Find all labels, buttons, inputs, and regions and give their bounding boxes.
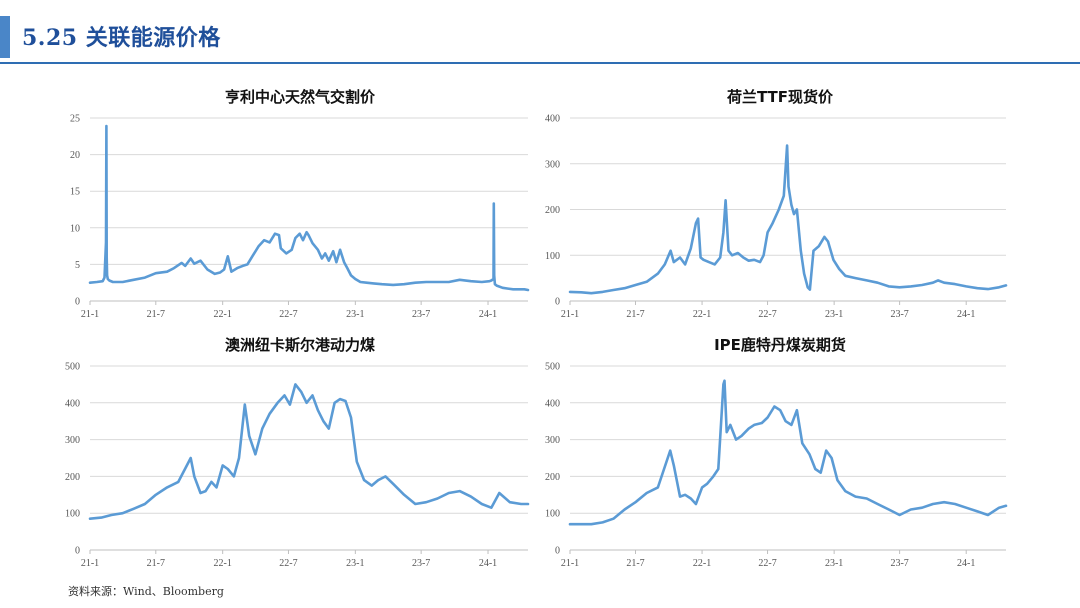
y-tick-label: 0 bbox=[555, 297, 560, 308]
x-tick-label: 23-1 bbox=[346, 558, 364, 569]
series-line bbox=[568, 379, 1008, 526]
chart-title-ipe-rotterdam: IPE鹿特丹煤炭期货 bbox=[714, 336, 846, 354]
y-tick-label: 0 bbox=[75, 546, 80, 557]
x-tick-label: 23-7 bbox=[890, 309, 908, 320]
x-tick-label: 22-7 bbox=[279, 309, 297, 320]
x-tick-label: 23-7 bbox=[890, 558, 908, 569]
y-tick-label: 100 bbox=[545, 251, 560, 262]
y-tick-label: 100 bbox=[545, 509, 560, 520]
y-tick-label: 5 bbox=[75, 260, 80, 271]
x-tick-label: 22-1 bbox=[693, 309, 711, 320]
x-tick-label: 23-1 bbox=[825, 309, 843, 320]
header-divider bbox=[0, 62, 1080, 64]
y-tick-label: 500 bbox=[545, 362, 560, 373]
y-tick-label: 200 bbox=[65, 472, 80, 483]
y-tick-label: 400 bbox=[545, 398, 560, 409]
chart-title-newcastle-coal: 澳洲纽卡斯尔港动力煤 bbox=[224, 336, 375, 354]
y-tick-label: 100 bbox=[65, 509, 80, 520]
y-tick-label: 400 bbox=[65, 398, 80, 409]
x-tick-label: 24-1 bbox=[957, 558, 975, 569]
y-tick-label: 20 bbox=[70, 150, 80, 161]
y-tick-label: 300 bbox=[65, 435, 80, 446]
x-tick-label: 22-7 bbox=[758, 309, 776, 320]
x-tick-label: 22-7 bbox=[758, 558, 776, 569]
x-tick-label: 21-7 bbox=[147, 309, 165, 320]
y-tick-label: 0 bbox=[75, 297, 80, 308]
x-tick-label: 21-1 bbox=[81, 558, 99, 569]
x-tick-label: 24-1 bbox=[957, 309, 975, 320]
series-line bbox=[88, 124, 530, 292]
x-tick-label: 21-1 bbox=[561, 558, 579, 569]
x-tick-label: 22-7 bbox=[279, 558, 297, 569]
y-tick-label: 15 bbox=[70, 187, 80, 198]
x-tick-label: 21-1 bbox=[561, 309, 579, 320]
series-line bbox=[568, 144, 1008, 295]
x-tick-label: 21-7 bbox=[626, 309, 644, 320]
x-tick-label: 22-1 bbox=[214, 309, 232, 320]
y-tick-label: 500 bbox=[65, 362, 80, 373]
page-title: 5.25 关联能源价格 bbox=[22, 25, 221, 51]
y-tick-label: 200 bbox=[545, 205, 560, 216]
y-tick-label: 300 bbox=[545, 435, 560, 446]
x-tick-label: 24-1 bbox=[479, 309, 497, 320]
chart-title-ttf: 荷兰TTF现货价 bbox=[726, 88, 834, 106]
x-tick-label: 23-7 bbox=[412, 558, 430, 569]
x-tick-label: 22-1 bbox=[214, 558, 232, 569]
x-tick-label: 22-1 bbox=[693, 558, 711, 569]
y-tick-label: 0 bbox=[555, 546, 560, 557]
x-tick-label: 24-1 bbox=[479, 558, 497, 569]
x-tick-label: 21-1 bbox=[81, 309, 99, 320]
x-tick-label: 23-1 bbox=[825, 558, 843, 569]
page-header: 5.25 关联能源价格 bbox=[0, 0, 1080, 64]
x-tick-label: 23-7 bbox=[412, 309, 430, 320]
y-tick-label: 25 bbox=[70, 114, 80, 125]
y-tick-label: 400 bbox=[545, 114, 560, 125]
x-tick-label: 23-1 bbox=[346, 309, 364, 320]
y-tick-label: 200 bbox=[545, 472, 560, 483]
x-tick-label: 21-7 bbox=[626, 558, 644, 569]
y-tick-label: 10 bbox=[70, 223, 80, 234]
x-tick-label: 21-7 bbox=[147, 558, 165, 569]
chart-title-henry-hub: 亨利中心天然气交割价 bbox=[224, 88, 375, 106]
header-accent-bar bbox=[0, 16, 10, 58]
series-line bbox=[88, 383, 530, 521]
source-note: 资料来源：Wind、Bloomberg bbox=[68, 585, 224, 598]
y-tick-label: 300 bbox=[545, 159, 560, 170]
